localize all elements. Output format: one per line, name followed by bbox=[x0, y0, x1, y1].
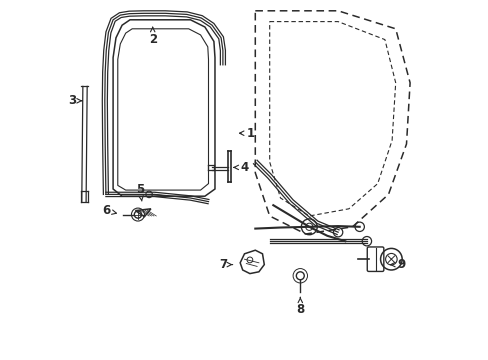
Text: 9: 9 bbox=[390, 258, 405, 271]
Text: 3: 3 bbox=[68, 94, 82, 107]
Text: 2: 2 bbox=[148, 27, 157, 46]
Text: 4: 4 bbox=[234, 161, 248, 174]
Text: 1: 1 bbox=[239, 127, 255, 140]
Text: 7: 7 bbox=[219, 258, 232, 271]
Text: 6: 6 bbox=[102, 204, 116, 217]
Text: 8: 8 bbox=[296, 297, 304, 316]
Text: 5: 5 bbox=[136, 183, 144, 201]
